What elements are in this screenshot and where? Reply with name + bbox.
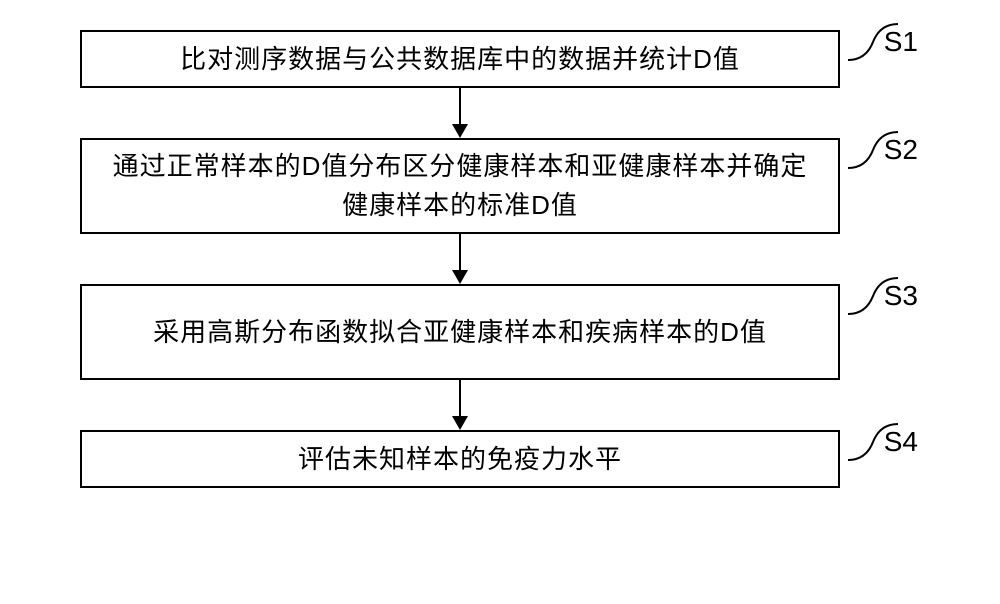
step-label-s1: S1 bbox=[884, 26, 918, 58]
step-text-s1: 比对测序数据与公共数据库中的数据并统计D值 bbox=[180, 40, 740, 79]
step-box-s2: 通过正常样本的D值分布区分健康样本和亚健康样本并确定健康样本的标准D值 S2 bbox=[80, 138, 840, 234]
arrow-icon bbox=[440, 234, 480, 284]
step-text-s2: 通过正常样本的D值分布区分健康样本和亚健康样本并确定健康样本的标准D值 bbox=[102, 147, 818, 225]
step-text-s4: 评估未知样本的免疫力水平 bbox=[298, 440, 622, 479]
arrow-s2-s3 bbox=[80, 234, 840, 284]
flowchart-container: 比对测序数据与公共数据库中的数据并统计D值 S1 通过正常样本的D值分布区分健康… bbox=[80, 30, 900, 488]
arrow-icon bbox=[440, 88, 480, 138]
step-label-s2: S2 bbox=[884, 134, 918, 166]
step-text-s3: 采用高斯分布函数拟合亚健康样本和疾病样本的D值 bbox=[153, 313, 767, 352]
arrow-s1-s2 bbox=[80, 88, 840, 138]
arrow-s3-s4 bbox=[80, 380, 840, 430]
step-label-s4: S4 bbox=[884, 426, 918, 458]
arrow-icon bbox=[440, 380, 480, 430]
step-label-s3: S3 bbox=[884, 280, 918, 312]
step-box-s3: 采用高斯分布函数拟合亚健康样本和疾病样本的D值 S3 bbox=[80, 284, 840, 380]
step-box-s1: 比对测序数据与公共数据库中的数据并统计D值 S1 bbox=[80, 30, 840, 88]
step-box-s4: 评估未知样本的免疫力水平 S4 bbox=[80, 430, 840, 488]
